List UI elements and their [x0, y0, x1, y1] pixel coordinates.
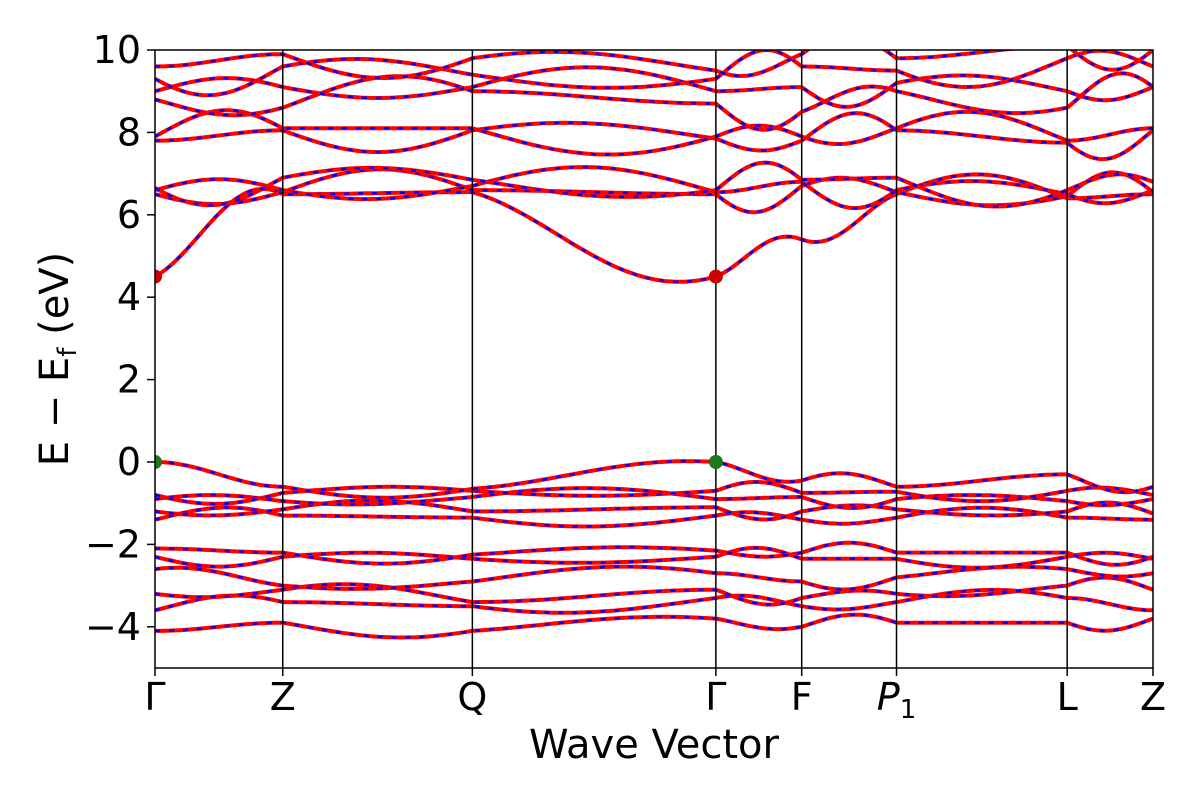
y-tick-label: 8 [117, 110, 141, 154]
band-line-red [155, 671, 1153, 698]
band-line-red [155, 587, 1153, 615]
x-tick-label: Γ [144, 675, 165, 719]
band-line-blue-dashed [155, 72, 1153, 132]
y-axis-label-main: E − E [32, 357, 78, 467]
x-axis-label: Wave Vector [529, 722, 780, 768]
band-line-red [155, 50, 1153, 98]
cbm-marker-gamma-mid [708, 269, 723, 284]
band-line-blue-dashed [155, 459, 1153, 499]
band-line-blue-dashed [155, 50, 1153, 80]
band-line-blue-dashed [155, 109, 1153, 156]
x-tick-label: Q [457, 675, 487, 719]
band-line-red [155, 575, 1153, 607]
y-axis-ticks: −4 −2 0 2 4 6 8 10 [85, 28, 155, 649]
y-tick-label: 10 [93, 28, 141, 72]
band-line-blue-dashed [155, 671, 1153, 698]
y-tick-label: −2 [85, 522, 141, 566]
band-line-blue-dashed [155, 168, 1153, 214]
x-tick-label: Γ [705, 675, 726, 719]
band-line-red [155, 612, 1153, 640]
vbm-marker-gamma-mid [708, 455, 723, 469]
y-tick-label: 2 [117, 358, 141, 402]
x-tick-label: P1 [877, 675, 916, 725]
y-tick-label: 4 [117, 275, 141, 319]
x-axis-ticks: Γ Z Q Γ F P1 L Z [144, 668, 1166, 725]
y-tick-label: −4 [85, 605, 141, 649]
kpoint-lines [281, 50, 1068, 668]
band-line-red [155, 50, 1153, 80]
band-line-red [155, 564, 1153, 592]
band-line-red [155, 172, 1153, 284]
cbm-marker-gamma-left [155, 269, 162, 284]
y-tick-label: 6 [117, 193, 141, 237]
band-line-red [155, 111, 1153, 162]
vbm-marker-gamma-left [155, 455, 162, 469]
bands-layer [155, 50, 1153, 698]
x-tick-label: Z [270, 675, 296, 719]
band-line-blue-dashed [155, 541, 1153, 567]
band-line-red [155, 65, 1153, 109]
band-line-blue-dashed [155, 161, 1153, 208]
x-tick-label: Z [1140, 675, 1166, 719]
x-tick-label: L [1057, 675, 1078, 719]
band-line-blue-dashed [155, 486, 1153, 510]
extrema-markers [155, 269, 723, 469]
plot-frame [154, 49, 1154, 669]
band-line-red [155, 545, 1153, 570]
y-tick-label: 0 [117, 440, 141, 484]
y-axis-label-unit: (eV) [32, 252, 78, 348]
band-line-red [155, 165, 1153, 211]
y-axis-label: E − Ef (eV) [32, 252, 83, 467]
band-line-blue-dashed [155, 50, 1153, 97]
y-axis-label-subscript: f [53, 347, 83, 357]
x-tick-label: F [791, 675, 813, 719]
band-line-blue-dashed [155, 173, 1153, 284]
